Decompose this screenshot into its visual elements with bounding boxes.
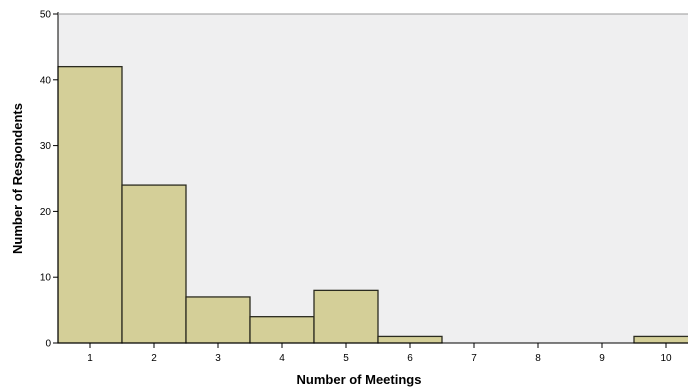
y-tick-label: 20: [40, 207, 52, 218]
x-tick-label: 10: [660, 353, 672, 364]
bar-1: [57, 65, 123, 344]
y-tick-label: 40: [40, 75, 52, 86]
bar-4: [249, 316, 315, 344]
y-tick-label: 30: [40, 141, 52, 152]
bar-2: [121, 184, 187, 344]
y-tick-label: 0: [45, 339, 51, 350]
x-tick-label: 8: [535, 353, 541, 364]
y-tick-label: 10: [40, 273, 52, 284]
y-axis-ticks: 0 10 20 30 40 50: [40, 10, 58, 350]
bar-10: [633, 335, 688, 344]
x-axis-title: Number of Meetings: [297, 372, 422, 387]
bar-3: [185, 296, 251, 344]
y-axis-title: Number of Respondents: [10, 103, 25, 254]
bar-5: [313, 289, 379, 344]
x-tick-label: 9: [599, 353, 605, 364]
x-tick-label: 5: [343, 353, 349, 364]
bar-6: [377, 335, 443, 344]
bars-group: [57, 65, 688, 344]
x-tick-label: 4: [279, 353, 285, 364]
x-axis-ticks: 1 2 3 4 5 6 7 8 9 10: [87, 343, 672, 364]
x-tick-label: 3: [215, 353, 221, 364]
x-tick-label: 1: [87, 353, 93, 364]
y-tick-label: 50: [40, 10, 52, 21]
x-tick-label: 2: [151, 353, 157, 364]
x-tick-label: 6: [407, 353, 413, 364]
x-tick-label: 7: [471, 353, 477, 364]
